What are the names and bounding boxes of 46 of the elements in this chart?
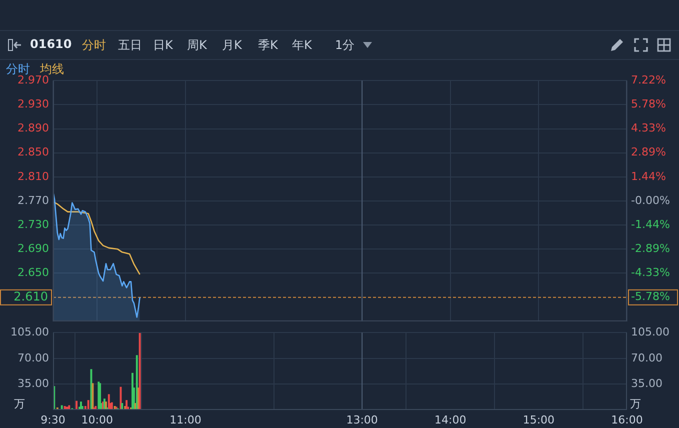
x-tick-label: 13:00 [346,413,378,426]
y2-tick-label: 70.00 [631,351,662,364]
y-tick-label: 2.890 [18,122,49,135]
y2-tick-label: 35.00 [631,377,662,390]
y-tick-label: 70.00 [18,351,49,364]
x-tick-label: 15:00 [522,413,555,426]
y-tick-label: 2.850 [18,146,49,159]
y-tick-label: 35.00 [18,377,49,390]
text: 01610 [30,37,72,51]
text: 月K [222,37,242,54]
x-tick-label: 9:30 [40,413,66,426]
y2-tick-label: 4.33% [631,122,666,135]
text: 季K [258,37,278,54]
x-tick-label: 16:00 [611,413,643,426]
x-tick-label: 10:00 [81,413,114,426]
y2-tick-label: 105.00 [631,325,670,338]
y2-tick-label: -5.78% [631,290,670,304]
text: 分时 [82,37,106,54]
y-tick-label: 2.690 [18,242,49,256]
y2-tick-label: -1.44% [631,218,670,231]
y2-tick-label: -2.89% [631,242,670,256]
text: 均线 [40,62,64,76]
y-tick-label: 2.970 [18,73,49,86]
x-tick-label: 14:00 [434,413,466,426]
y2-tick-label: -4.33% [631,266,670,280]
y2-tick-label: 7.22% [631,73,666,86]
y2-tick-label: 1.44% [631,170,666,183]
text: 周K [187,37,207,54]
y-tick-label: 2.770 [18,194,49,207]
y-tick-label: 2.930 [18,98,49,111]
y-axis-title: 万 [14,397,25,410]
y2-tick-label: 5.78% [631,97,666,110]
text: 分时 [6,62,30,76]
text: 年K [292,37,312,54]
y2-tick-label: 2.89% [631,146,666,159]
y-tick-label: 2.650 [18,266,49,280]
text: 1分 [335,37,355,54]
text: 五日 [118,37,142,54]
y-tick-label: 105.00 [10,325,49,338]
y-tick-label: 2.810 [18,170,49,183]
y2-tick-label: -0.00% [631,194,670,207]
y2-axis-title: 万 [630,397,641,410]
y-tick-label: 2.730 [18,218,49,231]
text: 日K [153,37,173,54]
x-tick-label: 11:00 [170,413,202,426]
ref-line-label: 2.610 [14,289,48,304]
